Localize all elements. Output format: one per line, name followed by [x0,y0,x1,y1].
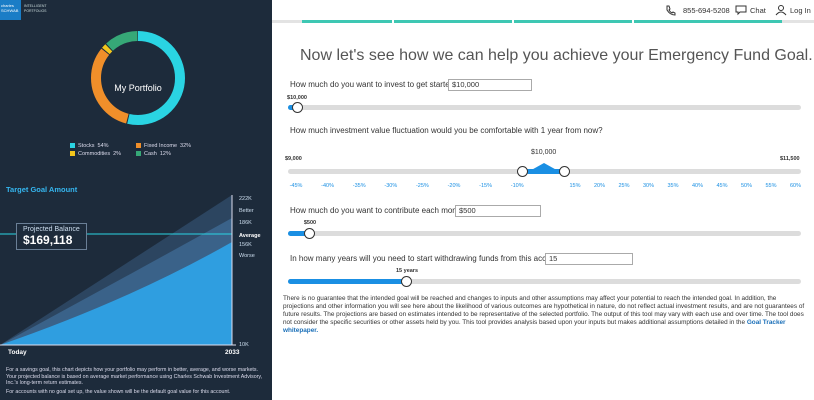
percent-tick: -40% [321,183,335,189]
slider-track [288,279,801,284]
legend-item: Commodities 2% [70,151,124,157]
progress-bar [272,20,814,23]
axis-label: 186K [239,220,252,226]
projection-chart [0,195,236,346]
percent-tick: -25% [415,183,429,189]
percent-tick: -20% [447,183,461,189]
percent-tick: 45% [716,183,728,189]
thumb-label: 15 years [395,268,419,274]
question: How much investment value fluctuation wo… [290,126,603,135]
product-name: INTELLIGENT PORTFOLIOS [24,4,47,13]
legend-value: 12% [159,151,171,157]
slider-thumb[interactable] [401,276,412,287]
question: How much do you want to contribute each … [290,206,468,215]
whitepaper-link[interactable]: Goal Tracker whitepaper. [283,319,786,334]
legend-name: Cash [144,151,157,157]
chat-icon [735,5,747,16]
thumb-label: $500 [303,220,317,226]
end-label: 2033 [225,349,240,356]
legend-swatch [70,143,75,149]
percent-tick: 35% [667,183,679,189]
legend-swatch [136,151,141,157]
user-icon [775,5,787,16]
donut-segment [91,31,185,125]
axis-label: 156K [239,242,252,248]
start-label: Today [8,349,27,356]
donut-chart [91,31,185,125]
chart-note: For a savings goal, this chart depicts h… [6,367,263,386]
legend-name: Stocks [78,143,95,149]
login[interactable]: Log In [790,6,811,15]
percent-tick: -10% [510,183,524,189]
slider-thumb[interactable] [304,228,315,239]
axis-label: 222K [239,196,252,202]
axis-label: 10K [239,342,249,348]
legend-value: 54% [97,143,109,149]
main-title: Now let's see how we can help you achiev… [300,47,813,64]
slider-thumb[interactable] [559,166,570,177]
percent-tick: 60% [789,183,802,189]
axis-label: Better [239,208,254,214]
legend-name: Commodities [78,151,111,157]
portfolio-title: My Portfolio [114,83,162,93]
percent-tick: 30% [642,183,655,189]
percent-tick: -15% [479,183,493,189]
percent-tick: 50% [740,183,753,189]
percent-tick: -30% [384,183,398,189]
balance-box: Projected Balance $169,118 [16,223,87,250]
legend-swatch [136,143,141,149]
percent-tick: -45% [289,183,303,189]
legend-name: Fixed Income [144,143,178,149]
question: In how many years will you need to start… [290,254,567,263]
slider-fill [526,169,564,174]
chat[interactable]: Chat [750,6,766,15]
legend-item: Stocks 54% [70,143,112,149]
disclaimer: There is no guarantee that the intended … [283,295,805,335]
center-label: $10,000 [531,149,557,156]
projection-title: Target Goal Amount [6,185,78,194]
legend-value: 2% [113,151,122,157]
range-min: $9,000 [285,156,302,162]
percent-tick: 15% [569,183,581,189]
percent-tick: 55% [765,183,777,189]
slider-track [288,105,801,110]
percent-tick: -35% [352,183,366,189]
slider-fill [288,279,407,284]
slider-fill [288,231,310,236]
logo[interactable]: charles SCHWAB [0,0,21,20]
question: How much do you want to invest to get st… [290,80,459,89]
input[interactable]: $10,000 [448,79,532,91]
disclaimer-text: There is no guarantee that the intended … [283,295,805,326]
percent-tick: 25% [618,183,630,189]
balance-label: Projected Balance [23,226,80,233]
slider-thumb[interactable] [292,102,303,113]
legend-value: 32% [180,143,192,149]
percent-tick: 40% [691,183,704,189]
donut-segment [91,31,185,125]
top-bar [272,0,814,21]
input[interactable]: 15 [545,253,633,265]
percent-tick: 20% [593,183,606,189]
legend-item: Fixed Income 32% [136,143,194,149]
slider-thumb[interactable] [517,166,528,177]
legend-swatch [70,151,75,157]
legend-item: Cash 12% [136,151,174,157]
axis-label: Worse [239,253,255,259]
balance: $169,118 [23,233,73,247]
input[interactable]: $500 [455,205,541,217]
range-max: $11,500 [780,156,800,162]
thumb-label: $10,000 [287,95,307,101]
phone-icon [666,5,676,16]
phone[interactable]: 855-694-5208 [683,6,730,15]
axis-label: Average [239,233,261,239]
chart-note-2: For accounts with no goal set up, the va… [6,389,231,395]
slider-track [288,231,801,236]
